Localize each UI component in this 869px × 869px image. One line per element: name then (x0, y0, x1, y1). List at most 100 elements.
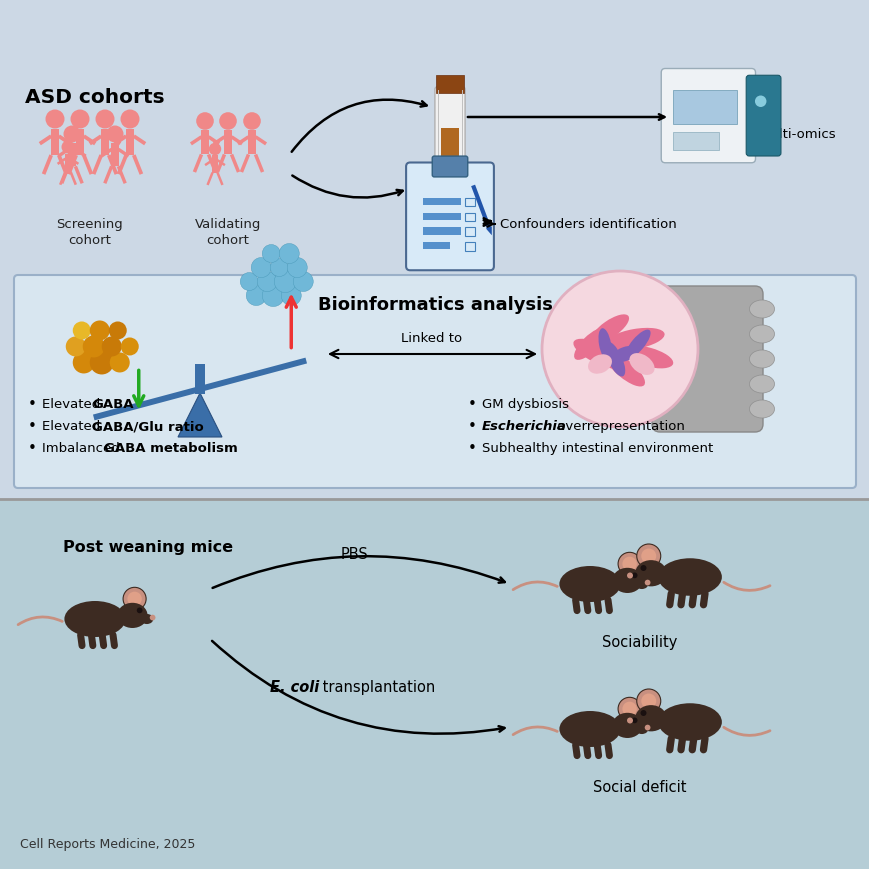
Ellipse shape (604, 352, 644, 387)
FancyArrow shape (65, 155, 71, 173)
Circle shape (631, 718, 637, 723)
Text: Confounders identification: Confounders identification (500, 218, 676, 231)
Circle shape (627, 573, 633, 579)
Polygon shape (178, 394, 222, 437)
FancyArrow shape (117, 149, 129, 158)
Circle shape (293, 272, 313, 292)
Circle shape (66, 337, 86, 357)
Circle shape (636, 544, 660, 568)
Ellipse shape (559, 711, 620, 747)
Text: •: • (28, 397, 36, 412)
FancyArrow shape (59, 172, 67, 186)
FancyArrow shape (74, 167, 83, 185)
Text: Validating
cohort: Validating cohort (195, 218, 261, 247)
Text: GM dysbiosis: GM dysbiosis (481, 398, 568, 411)
FancyBboxPatch shape (746, 76, 780, 156)
Circle shape (96, 110, 115, 129)
FancyArrow shape (60, 167, 70, 185)
Ellipse shape (644, 352, 664, 368)
FancyArrow shape (67, 156, 78, 176)
Ellipse shape (612, 568, 642, 594)
FancyArrow shape (111, 143, 119, 167)
Circle shape (246, 286, 266, 306)
FancyArrow shape (116, 156, 128, 176)
FancyArrow shape (42, 156, 53, 176)
Ellipse shape (574, 328, 605, 361)
Circle shape (136, 607, 143, 614)
FancyArrow shape (83, 136, 96, 146)
FancyArrow shape (76, 129, 84, 156)
Text: Sociability: Sociability (601, 634, 677, 649)
FancyArrow shape (57, 149, 70, 158)
Ellipse shape (604, 342, 625, 377)
Circle shape (209, 143, 221, 156)
FancyArrow shape (70, 158, 79, 166)
Text: •: • (468, 419, 476, 434)
Circle shape (73, 322, 90, 340)
Circle shape (196, 113, 214, 130)
Circle shape (279, 244, 299, 264)
Text: Imbalanced: Imbalanced (42, 442, 124, 455)
Circle shape (270, 259, 288, 277)
Ellipse shape (644, 327, 664, 342)
Circle shape (251, 258, 271, 278)
Circle shape (640, 566, 646, 571)
FancyArrow shape (216, 155, 226, 174)
Text: •: • (468, 441, 476, 456)
Ellipse shape (634, 561, 666, 587)
FancyBboxPatch shape (432, 157, 468, 177)
FancyArrow shape (126, 129, 134, 156)
FancyArrow shape (93, 358, 307, 421)
FancyArrow shape (100, 149, 112, 158)
FancyArrow shape (101, 129, 109, 156)
FancyArrow shape (213, 136, 225, 146)
Circle shape (262, 245, 280, 263)
FancyBboxPatch shape (406, 163, 494, 271)
Text: overrepresentation: overrepresentation (553, 420, 685, 433)
Text: Screening
cohort: Screening cohort (56, 218, 123, 247)
Ellipse shape (628, 572, 642, 582)
Bar (422, 242, 449, 250)
Text: •: • (468, 397, 476, 412)
Text: Cell Reports Medicine, 2025: Cell Reports Medicine, 2025 (20, 838, 196, 851)
Circle shape (121, 338, 138, 356)
FancyArrow shape (114, 136, 127, 146)
Bar (673, 133, 719, 150)
FancyArrow shape (132, 156, 143, 176)
Bar (464, 199, 474, 207)
Circle shape (287, 258, 307, 278)
Bar (422, 199, 461, 206)
Ellipse shape (748, 375, 773, 394)
Circle shape (45, 110, 64, 129)
Ellipse shape (634, 706, 666, 732)
Bar (441, 129, 458, 160)
FancyArrow shape (212, 156, 217, 173)
Ellipse shape (573, 340, 626, 370)
Ellipse shape (64, 601, 125, 637)
FancyArrow shape (39, 136, 52, 146)
FancyArrow shape (236, 136, 249, 146)
Circle shape (62, 142, 75, 155)
Circle shape (83, 336, 104, 358)
Ellipse shape (748, 401, 773, 419)
Ellipse shape (657, 559, 721, 596)
Ellipse shape (644, 302, 664, 318)
FancyArrow shape (89, 136, 103, 146)
Circle shape (243, 113, 261, 130)
Ellipse shape (644, 376, 664, 393)
Bar (464, 214, 474, 222)
Ellipse shape (628, 717, 642, 727)
FancyArrow shape (216, 160, 225, 167)
FancyBboxPatch shape (651, 287, 762, 433)
Text: Multi-omics: Multi-omics (760, 128, 836, 141)
FancyBboxPatch shape (434, 88, 465, 170)
Circle shape (262, 285, 284, 307)
Ellipse shape (140, 614, 153, 624)
Circle shape (257, 272, 277, 292)
FancyArrow shape (207, 155, 217, 174)
Circle shape (627, 718, 633, 724)
Circle shape (754, 96, 766, 108)
Bar (0, 500, 869, 869)
Bar (464, 229, 474, 236)
FancyArrow shape (240, 155, 249, 174)
